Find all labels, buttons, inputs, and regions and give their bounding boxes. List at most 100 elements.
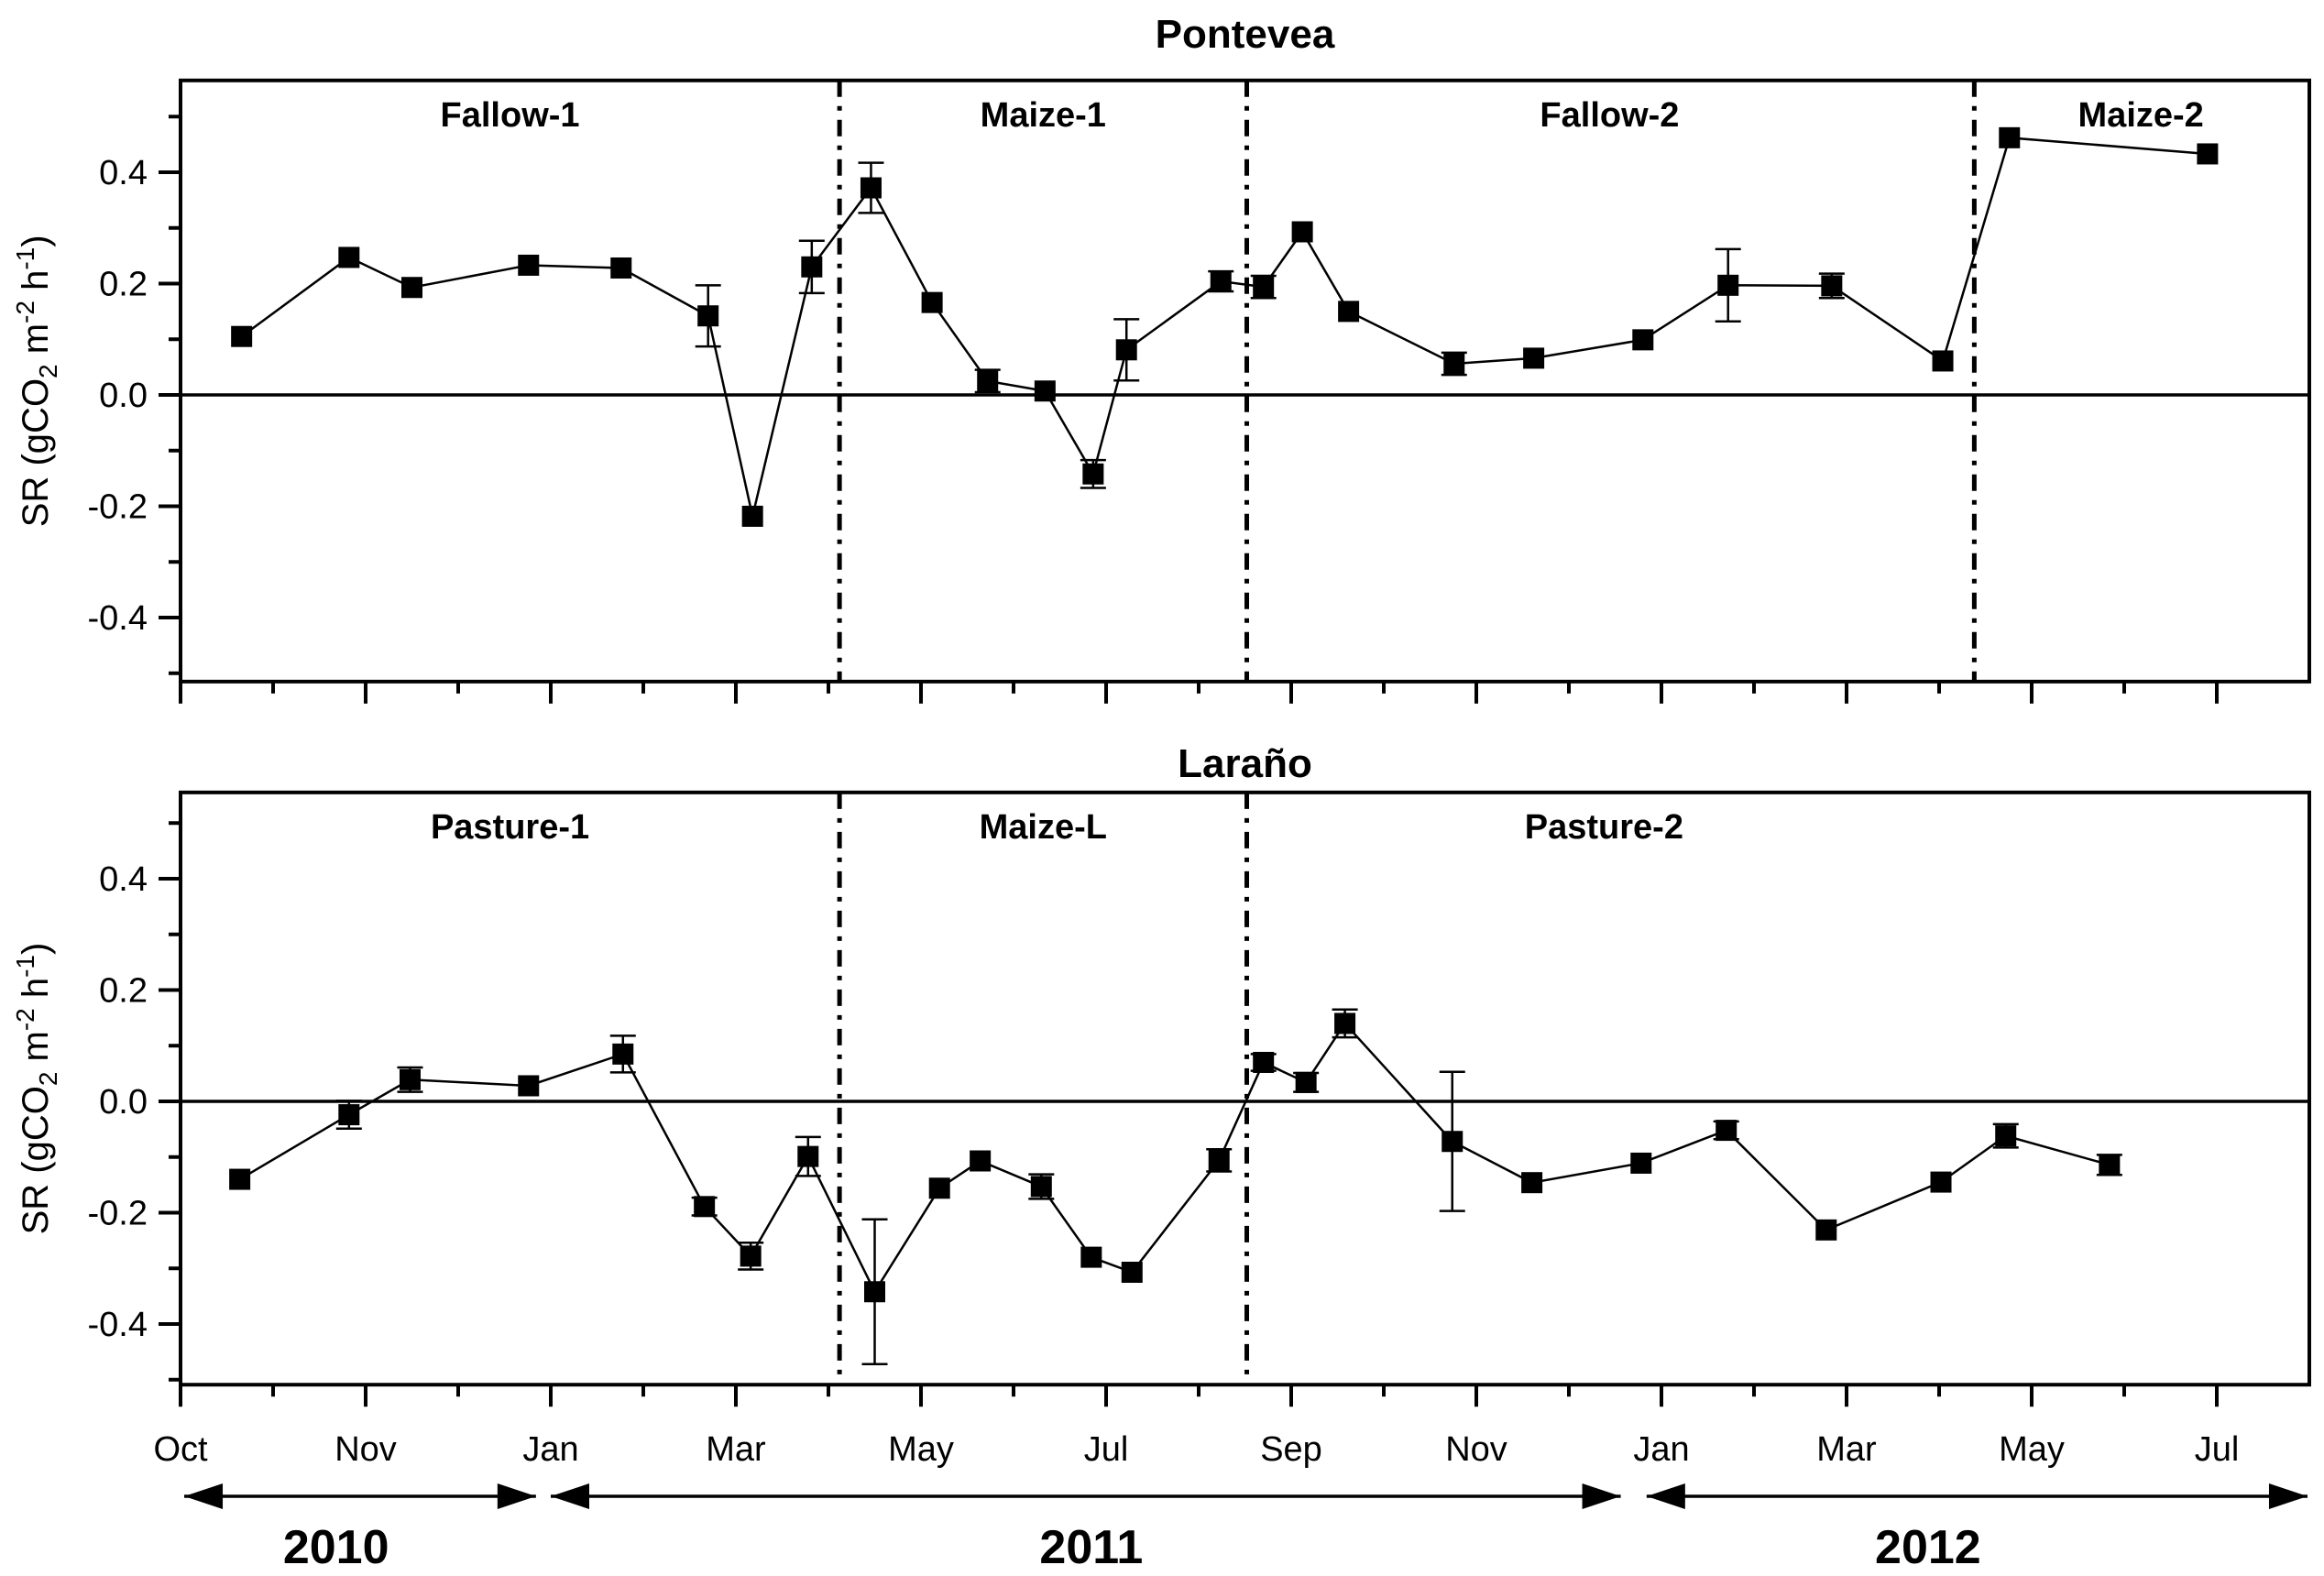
x-tick-label: Jul (1084, 1430, 1129, 1469)
data-point-marker (1815, 1219, 1837, 1241)
arrowhead-left-icon (184, 1483, 224, 1509)
data-point-marker (1082, 463, 1104, 485)
y-tick-label: -0.4 (88, 1306, 148, 1344)
data-point-marker (1121, 1262, 1143, 1284)
year-span-arrow: 2011 (551, 1483, 1621, 1574)
phase-label: Maize-2 (2078, 96, 2204, 135)
data-point-marker (338, 1104, 360, 1126)
data-point-marker (1999, 126, 2021, 148)
data-point-marker (1717, 274, 1739, 296)
year-label: 2010 (283, 1521, 389, 1574)
data-point-marker (2099, 1154, 2121, 1176)
x-tick-label: Jan (1633, 1430, 1689, 1469)
y-tick-label: 0.4 (99, 860, 148, 899)
data-point-marker (1821, 275, 1843, 297)
data-point-marker (1210, 270, 1232, 292)
data-point-marker (1034, 380, 1056, 402)
data-point-marker (797, 1145, 819, 1167)
data-point-marker (1253, 276, 1275, 298)
data-point-marker (977, 370, 999, 392)
x-tick-label: May (1999, 1430, 2065, 1469)
phase-label: Fallow-2 (1540, 96, 1679, 135)
data-point-marker (1080, 1246, 1102, 1268)
y-tick-label: -0.4 (88, 599, 148, 638)
y-tick-label: 0.0 (99, 377, 148, 415)
data-point-marker (1630, 1152, 1652, 1174)
data-point-marker (1632, 329, 1654, 351)
data-point-marker (1442, 1131, 1463, 1153)
arrowhead-right-icon (1582, 1483, 1621, 1509)
panel-title: Laraño (1178, 741, 1312, 786)
data-point-marker (1030, 1176, 1052, 1198)
data-point-marker (1115, 339, 1137, 361)
phase-label: Maize-1 (981, 96, 1106, 135)
data-point-marker (610, 257, 632, 279)
data-point-marker (612, 1043, 634, 1065)
data-point-marker (697, 305, 719, 327)
data-point-marker (1521, 1172, 1543, 1194)
data-point-marker (694, 1196, 716, 1218)
data-point-marker (740, 1245, 762, 1267)
data-point-marker (921, 291, 943, 313)
data-point-marker (1338, 301, 1360, 323)
data-point-marker (1523, 347, 1545, 369)
data-point-marker (1443, 353, 1465, 375)
x-tick-label: Jan (522, 1430, 578, 1469)
data-point-marker (2197, 143, 2219, 165)
x-tick-label: Nov (1445, 1430, 1507, 1469)
y-axis-label: SR (gCO2 m-2 h-1) (11, 235, 62, 527)
arrowhead-left-icon (551, 1483, 589, 1509)
series-line (239, 1021, 2110, 1295)
year-label: 2012 (1875, 1521, 1981, 1574)
arrowhead-left-icon (1646, 1483, 1685, 1509)
phase-label: Maize-L (980, 808, 1107, 847)
data-point-marker (1295, 1071, 1317, 1093)
data-point-marker (860, 177, 882, 199)
data-point-marker (928, 1177, 950, 1199)
x-tick-label: Nov (334, 1430, 397, 1469)
panel-laraño: Laraño 0.4 0.2 0.0 -0.2 -0.4 SR (gCO2 m-2 h-1)… (11, 741, 2311, 1407)
data-point-marker (338, 246, 360, 268)
year-span-arrow: 2010 (184, 1483, 536, 1574)
x-tick-label: Sep (1260, 1430, 1322, 1469)
data-point-marker (1208, 1149, 1230, 1171)
data-point-marker (864, 1281, 885, 1303)
arrowhead-right-icon (497, 1483, 536, 1509)
year-span-arrow: 2012 (1646, 1483, 2308, 1574)
year-label: 2011 (1039, 1521, 1143, 1574)
x-tick-label: Mar (706, 1430, 766, 1469)
data-point-marker (1930, 1171, 1952, 1193)
phase-label: Fallow-1 (441, 96, 580, 135)
data-point-marker (1995, 1125, 2017, 1147)
x-tick-label: Mar (1816, 1430, 1877, 1469)
data-point-marker (231, 325, 253, 347)
x-tick-label: Jul (2195, 1430, 2240, 1469)
data-point-marker (741, 505, 763, 527)
x-tick-label: May (888, 1430, 954, 1469)
data-point-marker (1334, 1012, 1356, 1034)
panel-title: Pontevea (1156, 12, 1335, 57)
data-point-marker (1253, 1051, 1275, 1073)
data-point-marker (518, 254, 540, 276)
data-point-marker (1932, 350, 1954, 372)
y-axis-label: SR (gCO2 m-2 h-1) (11, 943, 62, 1235)
phase-label: Pasture-1 (431, 808, 589, 847)
data-point-marker (801, 256, 823, 278)
y-tick-label: -0.2 (88, 488, 148, 527)
y-tick-label: -0.2 (88, 1195, 148, 1233)
data-point-marker (970, 1150, 992, 1172)
data-point-marker (401, 277, 422, 299)
y-tick-label: 0.2 (99, 972, 148, 1011)
data-point-marker (399, 1068, 421, 1090)
data-point-marker (229, 1168, 251, 1190)
y-tick-label: 0.0 (99, 1083, 148, 1122)
y-tick-label: 0.4 (99, 154, 148, 192)
data-point-marker (1716, 1120, 1738, 1142)
arrowhead-right-icon (2268, 1483, 2308, 1509)
series-line (240, 137, 2209, 517)
data-point-marker (1291, 221, 1313, 243)
data-point-marker (518, 1075, 540, 1097)
